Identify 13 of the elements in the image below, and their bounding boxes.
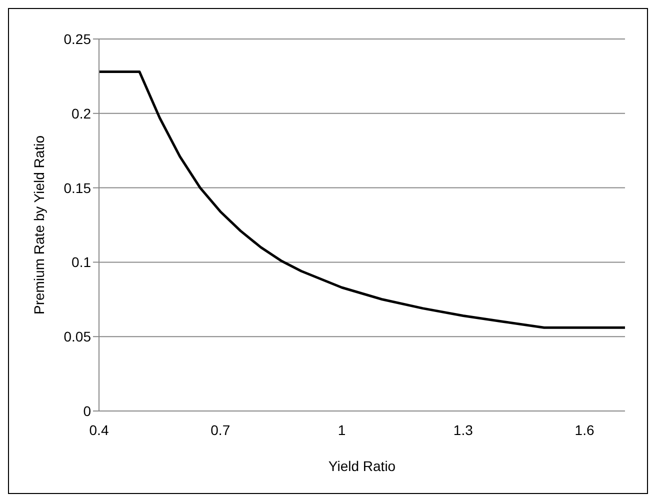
x-tick-label: 0.4 bbox=[89, 422, 109, 438]
y-axis-title: Premium Rate by Yield Ratio bbox=[30, 135, 47, 314]
y-tick-label: 0.25 bbox=[64, 30, 92, 47]
x-axis-title: Yield Ratio bbox=[328, 458, 396, 474]
y-tick-label: 0.1 bbox=[72, 254, 92, 270]
x-tick-label: 1 bbox=[338, 422, 346, 438]
y-tick-label: 0.15 bbox=[64, 180, 92, 196]
x-tick-label: 0.7 bbox=[210, 422, 230, 438]
y-tick-label: 0.2 bbox=[72, 105, 92, 122]
y-tick-label: 0.05 bbox=[64, 328, 92, 345]
x-tick-label: 1.3 bbox=[453, 422, 474, 438]
x-tick-label: 1.6 bbox=[574, 422, 594, 438]
y-tick-label: 0 bbox=[83, 402, 92, 419]
